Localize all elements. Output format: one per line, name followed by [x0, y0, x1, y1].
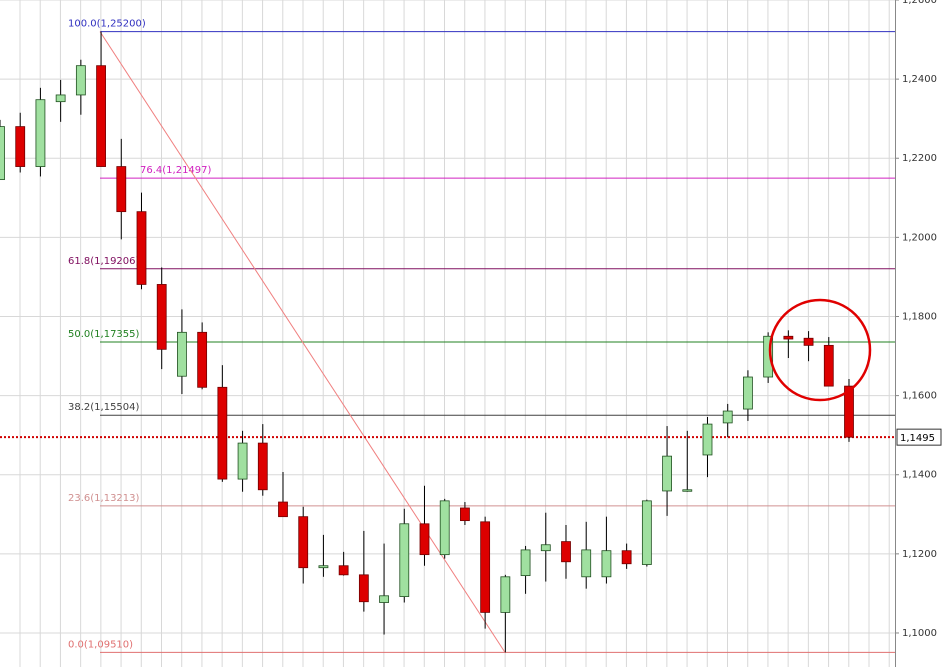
- y-tick-label: 1,1000: [902, 628, 937, 639]
- fib-label: 38.2(1,15504): [68, 402, 140, 413]
- candle-body: [177, 331, 187, 377]
- candle-body: [682, 489, 693, 492]
- candle-body: [55, 94, 66, 103]
- candle-body: [540, 544, 551, 552]
- candle-body: [116, 166, 127, 213]
- candle-body: [197, 331, 208, 388]
- candle-body: [136, 211, 147, 285]
- fib-trend-line: [99, 31, 506, 653]
- candle-body: [318, 565, 329, 569]
- candle-body: [702, 423, 713, 456]
- candle-body: [0, 126, 5, 181]
- candle-body: [439, 500, 450, 556]
- candle-body: [783, 335, 794, 340]
- candle-body: [35, 99, 46, 167]
- y-tick-label: 1,2000: [902, 232, 937, 243]
- y-tick-label: 1,2400: [902, 74, 937, 85]
- fib-label: 50.0(1,17355): [68, 329, 140, 340]
- candle-body: [75, 65, 86, 96]
- candle-body: [156, 284, 167, 350]
- candle-body: [419, 523, 430, 556]
- candle-body: [338, 565, 349, 576]
- fib-label: 0.0(1,09510): [68, 639, 133, 650]
- fib-label: 76.4(1,21497): [140, 165, 212, 176]
- y-axis: 1,1000 1,1200 1,1400 1,1600 1,1800 1,2000 1,22…: [895, 0, 942, 667]
- candle-body: [581, 549, 592, 578]
- candle-body: [803, 337, 814, 346]
- fib-label: 61.8(1,19206): [68, 256, 140, 267]
- candle-body: [237, 442, 248, 480]
- candle-body: [520, 549, 531, 577]
- fibonacci: 100.0(1,25200) 76.4(1,21497) 61.8(1,19206)…: [0, 19, 895, 653]
- last-price-box: [896, 428, 942, 446]
- candle-body: [96, 65, 106, 167]
- fib-label: 23.6(1,13213): [68, 493, 140, 504]
- candle-body: [722, 410, 733, 424]
- candle-body: [662, 455, 672, 492]
- last-price-label: 1,1495: [900, 433, 935, 444]
- candle-body: [763, 335, 774, 378]
- candle-body: [217, 386, 228, 480]
- candle-body: [257, 442, 268, 491]
- y-tick-label: 1,1800: [902, 311, 937, 322]
- candle-body: [460, 507, 470, 522]
- highlight-circle: [768, 298, 872, 402]
- candle-body: [500, 576, 511, 613]
- candle-body: [379, 595, 389, 603]
- candle-body: [621, 550, 632, 565]
- candle-body: [641, 500, 652, 565]
- y-tick-label: 1,1200: [902, 549, 937, 560]
- candle-body: [561, 541, 571, 563]
- candle-body: [15, 126, 26, 167]
- y-tick-label: 1,2200: [902, 153, 937, 164]
- candle-body: [601, 550, 612, 578]
- y-tick-label: 1,1600: [902, 391, 937, 402]
- fib-label: 100.0(1,25200): [68, 19, 146, 30]
- y-tick-label: 1,2600: [902, 0, 937, 6]
- candle-body: [823, 344, 834, 387]
- candle-body: [278, 501, 288, 518]
- y-tick-label: 1,1400: [902, 470, 937, 481]
- candle-body: [358, 574, 369, 603]
- candles: [0, 31, 854, 653]
- candle-body: [480, 521, 491, 613]
- candle-body: [743, 376, 753, 410]
- candle-body: [298, 516, 309, 569]
- candle-body: [399, 523, 410, 597]
- candle-body: [844, 385, 854, 438]
